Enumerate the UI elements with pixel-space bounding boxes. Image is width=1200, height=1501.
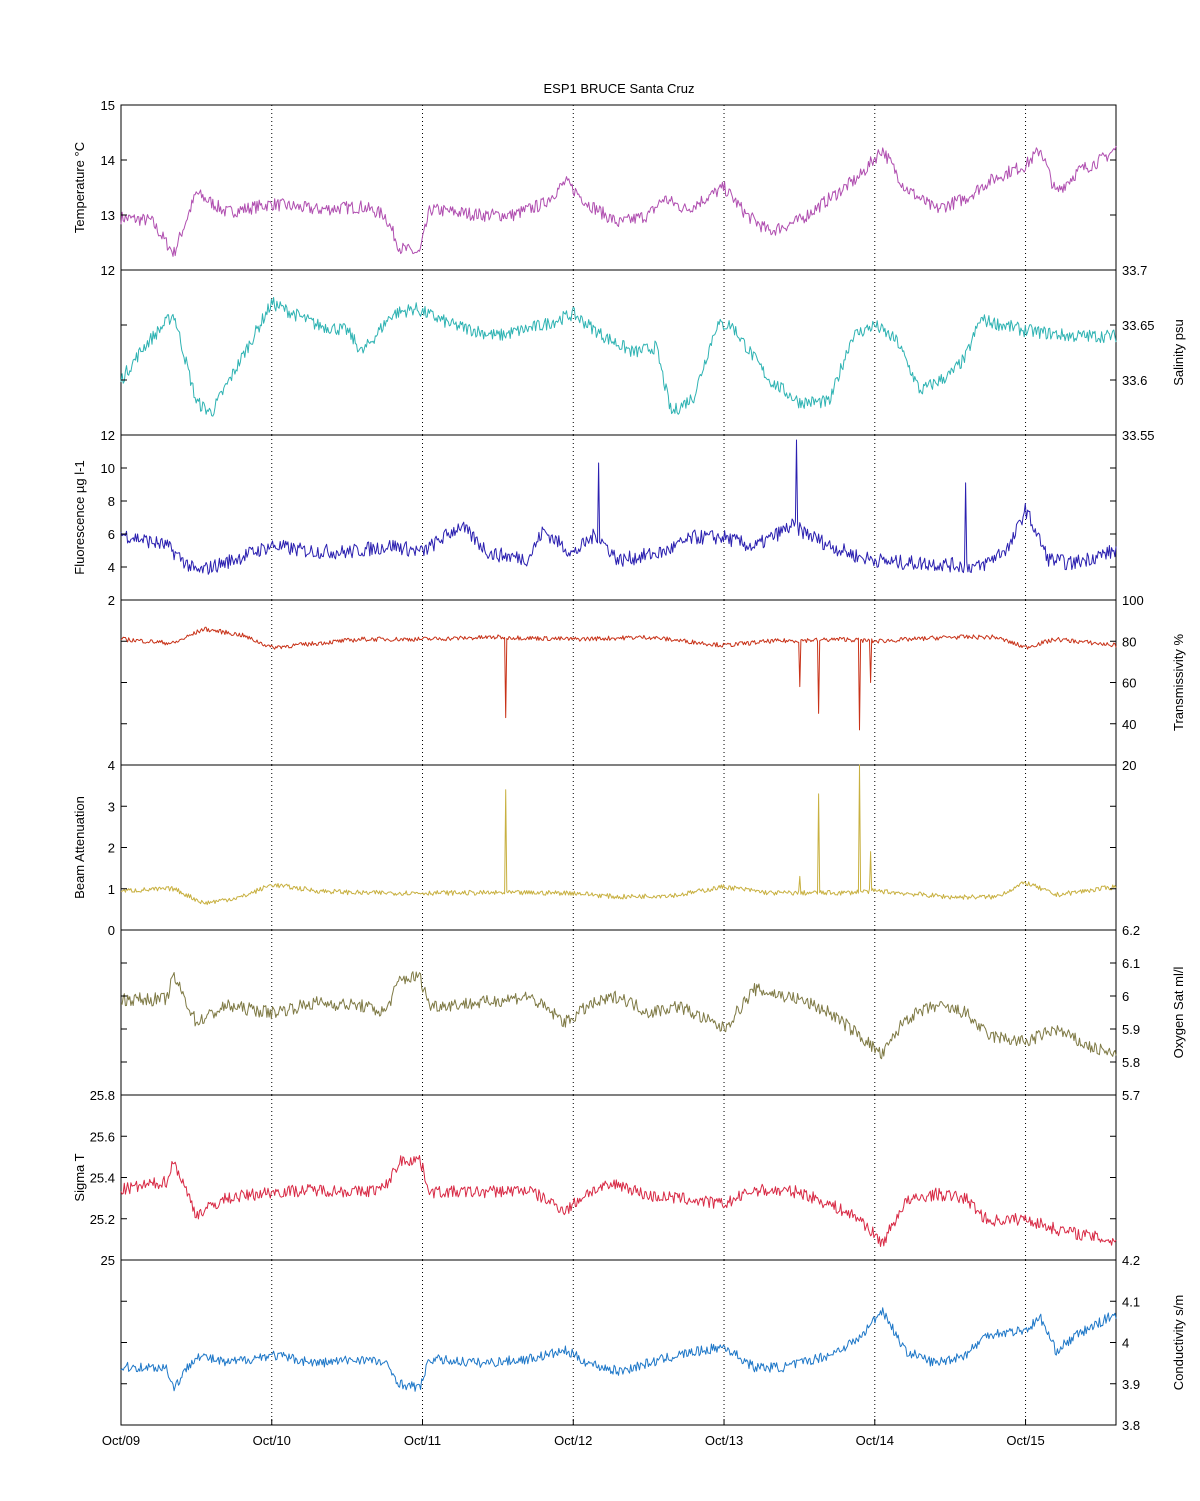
y-tick-label: 33.55 <box>1122 428 1155 443</box>
panel-7: 3.8 3.9 4 4.1 4.2 Conductivity s/m <box>120 1253 1186 1433</box>
y-tick-label: 25.6 <box>90 1129 115 1144</box>
x-tick-label: Oct/15 <box>1006 1433 1044 1448</box>
y-tick-label: 5.7 <box>1122 1088 1140 1103</box>
series-line <box>120 971 1117 1060</box>
y-tick-label: 6 <box>1122 989 1129 1004</box>
panel-5: 5.7 5.8 5.9 6 6.1 6.2 Oxygen Sat ml/l <box>120 923 1186 1103</box>
y-axis-label: Sigma T <box>72 1153 87 1201</box>
y-tick-label: 25.8 <box>90 1088 115 1103</box>
panel-4: 0 1 2 3 4 Beam Attenuation <box>72 758 1117 938</box>
panel-frame <box>120 1094 1117 1261</box>
y-tick-label: 5.9 <box>1122 1022 1140 1037</box>
x-axis: Oct/09 Oct/10 Oct/11 Oct/12 Oct/13 Oct/14 Oct/… <box>102 1419 1045 1448</box>
series-line <box>120 145 1117 257</box>
series-line <box>120 764 1117 906</box>
y-tick-label: 6.1 <box>1122 956 1140 971</box>
y-tick-label: 2 <box>108 593 115 608</box>
y-tick-label: 6.2 <box>1122 923 1140 938</box>
y-tick-label: 2 <box>108 841 115 856</box>
y-tick-label: 25 <box>101 1253 115 1268</box>
panel-0: 12 13 14 15 Temperature °C <box>72 98 1117 278</box>
panel-frame <box>120 599 1117 766</box>
y-tick-label: 13 <box>101 208 115 223</box>
y-tick-label: 80 <box>1122 634 1136 649</box>
y-tick-label: 60 <box>1122 676 1136 691</box>
x-tick-label: Oct/14 <box>856 1433 894 1448</box>
panel-6: 25 25.2 25.4 25.6 25.8 Sigma T <box>72 1088 1117 1268</box>
y-axis-label: Fluorescence µg l-1 <box>72 460 87 574</box>
panel-2: 2 4 6 8 10 12 Fluorescence µg l-1 <box>72 428 1117 608</box>
y-axis-label: Conductivity s/m <box>1171 1295 1186 1390</box>
y-tick-label: 4 <box>1122 1336 1129 1351</box>
y-tick-label: 4.1 <box>1122 1294 1140 1309</box>
y-axis-label: Beam Attenuation <box>72 796 87 899</box>
series-line <box>120 297 1117 417</box>
y-tick-label: 4 <box>108 758 115 773</box>
chart-title: ESP1 BRUCE Santa Cruz <box>543 81 694 96</box>
y-tick-label: 0 <box>108 923 115 938</box>
y-tick-label: 20 <box>1122 758 1136 773</box>
y-tick-label: 3 <box>108 799 115 814</box>
y-tick-label: 1 <box>108 882 115 897</box>
y-tick-label: 25.2 <box>90 1212 115 1227</box>
y-axis-label: Oxygen Sat ml/l <box>1171 967 1186 1059</box>
y-tick-label: 4 <box>108 560 115 575</box>
panel-1: 33.55 33.6 33.65 33.7 Salinity psu <box>120 263 1186 443</box>
y-axis-label: Temperature °C <box>72 142 87 233</box>
series-line <box>120 1307 1117 1392</box>
y-axis-label: Transmissivity % <box>1171 634 1186 731</box>
panel-3: 20 40 60 80 100 Transmissivity % <box>120 593 1186 773</box>
x-tick-label: Oct/09 <box>102 1433 140 1448</box>
y-tick-label: 33.65 <box>1122 318 1155 333</box>
y-tick-label: 33.6 <box>1122 373 1147 388</box>
y-tick-label: 12 <box>101 263 115 278</box>
y-tick-label: 25.4 <box>90 1171 115 1186</box>
y-tick-label: 40 <box>1122 717 1136 732</box>
y-tick-label: 3.8 <box>1122 1418 1140 1433</box>
y-tick-label: 5.8 <box>1122 1055 1140 1070</box>
y-tick-label: 12 <box>101 428 115 443</box>
y-tick-label: 6 <box>108 527 115 542</box>
series-line <box>120 439 1117 575</box>
panel-frame <box>120 104 1117 271</box>
y-tick-label: 14 <box>101 153 115 168</box>
series-line <box>120 626 1117 731</box>
x-tick-label: Oct/12 <box>554 1433 592 1448</box>
y-tick-label: 10 <box>101 461 115 476</box>
panel-frame <box>120 269 1117 436</box>
x-tick-label: Oct/13 <box>705 1433 743 1448</box>
panel-frame <box>120 1259 1117 1426</box>
x-tick-label: Oct/10 <box>253 1433 291 1448</box>
y-tick-label: 15 <box>101 98 115 113</box>
y-tick-label: 100 <box>1122 593 1144 608</box>
y-tick-label: 8 <box>108 494 115 509</box>
y-axis-label: Salinity psu <box>1171 319 1186 385</box>
x-tick-label: Oct/11 <box>404 1433 441 1448</box>
panel-frame <box>120 434 1117 601</box>
y-tick-label: 3.9 <box>1122 1377 1140 1392</box>
panel-frame <box>120 764 1117 931</box>
y-tick-label: 4.2 <box>1122 1253 1140 1268</box>
y-tick-label: 33.7 <box>1122 263 1147 278</box>
series-line <box>120 1155 1117 1247</box>
